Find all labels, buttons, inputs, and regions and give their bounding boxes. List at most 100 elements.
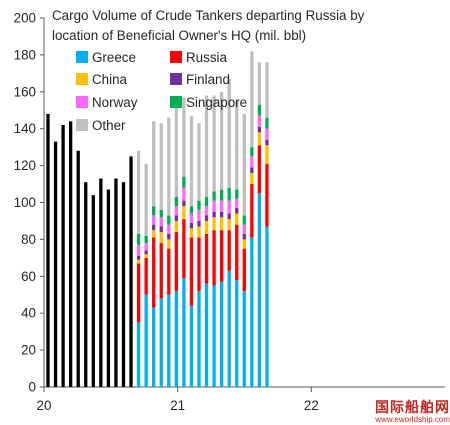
bar-total-4 bbox=[69, 121, 73, 387]
bar-finland-8 bbox=[189, 222, 194, 229]
bar-singapore-15 bbox=[242, 215, 246, 225]
bar-russia-17 bbox=[257, 145, 262, 194]
bar-finland-12 bbox=[220, 211, 224, 218]
legend-swatch-finland bbox=[170, 73, 182, 85]
bar-singapore-4 bbox=[159, 209, 163, 218]
bar-russia-9 bbox=[197, 237, 201, 292]
bar-norway-11 bbox=[212, 200, 216, 212]
legend-item-china: China bbox=[76, 72, 127, 87]
bar-russia-15 bbox=[242, 248, 246, 292]
bar-other-17 bbox=[257, 62, 262, 105]
bar-other-18 bbox=[265, 62, 269, 118]
bar-china-15 bbox=[242, 239, 246, 249]
bar-norway-14 bbox=[235, 198, 239, 209]
bar-total-12 bbox=[129, 156, 133, 387]
legend-item-other: Other bbox=[76, 118, 126, 133]
bar-singapore-12 bbox=[220, 189, 224, 201]
bar-singapore-5 bbox=[167, 215, 171, 225]
bar-norway-13 bbox=[227, 200, 231, 214]
bar-russia-18 bbox=[265, 163, 269, 227]
bar-china-1 bbox=[136, 259, 141, 264]
bar-singapore-16 bbox=[250, 147, 254, 157]
y-tick-label: 80 bbox=[21, 232, 36, 247]
bar-russia-1 bbox=[136, 263, 141, 323]
bar-total-5 bbox=[76, 150, 80, 387]
bar-other-9 bbox=[197, 123, 201, 201]
bar-greece-8 bbox=[189, 305, 194, 387]
bar-norway-18 bbox=[265, 128, 269, 140]
chart-title-line-2: location of Beneficial Owner's HQ (mil. … bbox=[52, 28, 307, 43]
legend-item-singapore: Singapore bbox=[170, 95, 247, 110]
bar-norway-6 bbox=[174, 206, 178, 216]
bar-finland-3 bbox=[152, 224, 156, 231]
bar-singapore-9 bbox=[197, 200, 201, 210]
bar-russia-7 bbox=[182, 219, 186, 279]
bar-singapore-7 bbox=[182, 176, 186, 188]
bar-greece-10 bbox=[204, 283, 209, 387]
bar-singapore-10 bbox=[204, 196, 209, 207]
legend-item-greece: Greece bbox=[76, 50, 136, 65]
bar-china-11 bbox=[212, 217, 216, 231]
bar-other-15 bbox=[242, 113, 246, 216]
legend-label-norway: Norway bbox=[92, 95, 138, 110]
y-tick-label: 100 bbox=[14, 195, 36, 210]
bar-finland-18 bbox=[265, 139, 269, 146]
bar-russia-4 bbox=[159, 243, 163, 299]
bar-russia-5 bbox=[167, 248, 171, 295]
bar-greece-2 bbox=[144, 294, 148, 387]
bar-norway-15 bbox=[242, 224, 246, 234]
bar-other-3 bbox=[152, 121, 156, 207]
bar-finland-10 bbox=[204, 215, 209, 221]
bar-finland-17 bbox=[257, 126, 262, 133]
y-tick-label: 0 bbox=[29, 380, 36, 395]
bar-other-2 bbox=[144, 163, 148, 236]
bar-china-16 bbox=[250, 172, 254, 185]
bar-singapore-3 bbox=[152, 206, 156, 216]
bar-greece-15 bbox=[242, 291, 246, 387]
bar-other-7 bbox=[182, 97, 186, 177]
bar-other-8 bbox=[189, 115, 194, 207]
bar-total-3 bbox=[61, 125, 65, 387]
bar-other-11 bbox=[212, 95, 216, 192]
bar-total-10 bbox=[114, 178, 118, 387]
bar-finland-2 bbox=[144, 250, 148, 255]
y-tick-label: 140 bbox=[14, 121, 36, 136]
bar-other-10 bbox=[204, 95, 209, 197]
bar-finland-5 bbox=[167, 233, 171, 240]
bar-china-12 bbox=[220, 217, 224, 231]
bar-russia-8 bbox=[189, 237, 194, 306]
legend-swatch-russia bbox=[170, 51, 182, 63]
bar-greece-9 bbox=[197, 291, 201, 387]
bar-finland-14 bbox=[235, 208, 239, 214]
bar-finland-11 bbox=[212, 211, 216, 218]
y-tick-label: 180 bbox=[14, 47, 36, 62]
bar-total-9 bbox=[106, 189, 111, 387]
chart-title-line-1: Cargo Volume of Crude Tankers departing … bbox=[52, 8, 365, 23]
bar-singapore-6 bbox=[174, 196, 178, 207]
legend-label-singapore: Singapore bbox=[186, 95, 248, 110]
bar-singapore-17 bbox=[257, 104, 262, 116]
y-tick-label: 160 bbox=[14, 84, 36, 99]
bar-russia-12 bbox=[220, 230, 224, 282]
bar-norway-10 bbox=[204, 206, 209, 216]
bar-finland-16 bbox=[250, 167, 254, 173]
bar-norway-9 bbox=[197, 209, 201, 221]
bar-russia-6 bbox=[174, 232, 178, 292]
legend-label-china: China bbox=[92, 72, 127, 87]
bar-total-1 bbox=[46, 113, 50, 387]
bar-singapore-13 bbox=[227, 187, 231, 201]
y-tick-label: 120 bbox=[14, 158, 36, 173]
bar-greece-5 bbox=[167, 294, 171, 387]
bar-finland-15 bbox=[242, 233, 246, 240]
bar-russia-11 bbox=[212, 230, 216, 286]
bar-china-2 bbox=[144, 254, 148, 258]
bar-norway-16 bbox=[250, 156, 254, 168]
bar-finland-4 bbox=[159, 226, 163, 233]
bar-total-2 bbox=[53, 141, 58, 387]
bar-greece-3 bbox=[152, 307, 156, 387]
bar-russia-16 bbox=[250, 184, 254, 238]
bar-greece-17 bbox=[257, 193, 262, 387]
bar-greece-14 bbox=[235, 279, 239, 387]
bar-finland-7 bbox=[182, 200, 186, 207]
